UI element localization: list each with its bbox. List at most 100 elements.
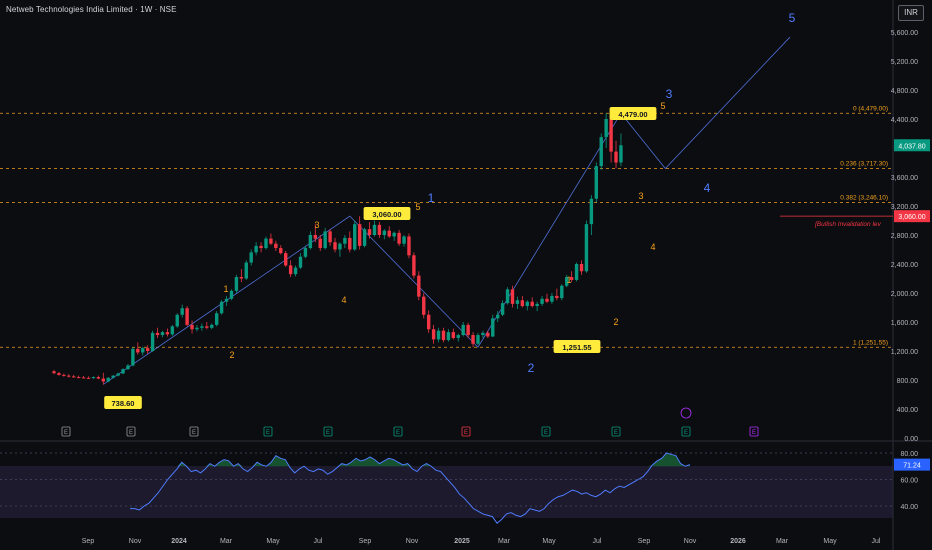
minor-wave-label: 4 xyxy=(341,295,346,305)
candle-body xyxy=(81,377,86,379)
candle-body xyxy=(293,267,298,275)
earnings-marker-label: E xyxy=(266,430,270,436)
candle-body xyxy=(303,248,308,257)
earnings-marker-label: E xyxy=(684,430,688,436)
price-callout-label: 1,251.55 xyxy=(562,343,591,352)
price-axis-tick: 5,600.00 xyxy=(891,30,918,37)
candle-body xyxy=(121,369,125,374)
candle-body xyxy=(555,295,559,299)
candle-body xyxy=(604,119,608,138)
candle-body xyxy=(67,375,71,377)
candle-body xyxy=(377,224,382,235)
candle-body xyxy=(560,285,564,299)
candle-body xyxy=(353,224,357,250)
candle-body xyxy=(224,298,229,302)
candle-body xyxy=(540,298,544,304)
candle-body xyxy=(550,295,554,302)
time-axis-tick: May xyxy=(542,538,556,545)
price-axis-tick: 0.00 xyxy=(904,436,918,443)
price-axis-tick: 2,400.00 xyxy=(891,262,918,269)
candle-body xyxy=(284,253,288,266)
minor-wave-label: 2 xyxy=(229,350,234,360)
candle-body xyxy=(535,303,539,307)
candle-body xyxy=(214,313,219,325)
minor-wave-label: 5 xyxy=(415,202,420,212)
price-callout xyxy=(609,107,657,120)
time-axis-tick: 2024 xyxy=(171,538,187,545)
earnings-marker-label: E xyxy=(326,430,330,436)
time-axis-tick: Jul xyxy=(872,538,881,545)
candle-body xyxy=(141,348,145,353)
candle-body xyxy=(96,377,101,379)
price-axis-tick: 4,800.00 xyxy=(891,88,918,95)
candle-body xyxy=(180,308,184,315)
price-axis-tick: 1,600.00 xyxy=(891,320,918,327)
candle-body xyxy=(111,375,115,378)
fib-level-label: 0.382 (3,246.10) xyxy=(840,195,888,202)
candle-body xyxy=(436,330,441,340)
candle-body xyxy=(402,236,406,244)
candle-body xyxy=(372,224,377,235)
candle-body xyxy=(313,235,317,239)
candle-body xyxy=(397,232,401,244)
time-axis-tick: Sep xyxy=(82,538,95,545)
earnings-marker xyxy=(189,426,199,437)
candle-body xyxy=(91,377,96,379)
candle-body xyxy=(185,308,189,325)
candle-body xyxy=(343,237,347,244)
earnings-marker xyxy=(393,426,403,437)
minor-wave-label: 3 xyxy=(638,191,643,201)
candle-body xyxy=(259,245,263,249)
candle-body xyxy=(569,277,574,280)
price-axis-tick: 800.00 xyxy=(897,378,919,385)
minor-wave-label: 5 xyxy=(660,101,665,111)
minor-wave-label: 4 xyxy=(650,242,655,252)
price-callout xyxy=(104,396,142,409)
time-axis-tick: Mar xyxy=(776,538,789,545)
candle-body xyxy=(210,324,214,328)
rsi-axis-tick: 80.00 xyxy=(900,451,918,458)
candle-body xyxy=(195,327,199,330)
candle-body xyxy=(249,252,253,263)
candle-body xyxy=(619,145,623,163)
rsi-line xyxy=(130,452,691,524)
candle-body xyxy=(412,255,416,276)
candle-body xyxy=(328,231,332,243)
time-axis-tick: Mar xyxy=(220,538,233,545)
candle-body xyxy=(62,374,66,376)
major-wave-label: 2 xyxy=(528,361,535,375)
price-callout-label: 3,060.00 xyxy=(372,210,401,219)
candle-body xyxy=(510,289,515,304)
candle-body xyxy=(456,335,460,338)
candle-body xyxy=(298,256,303,268)
candle-body xyxy=(101,378,105,382)
candle-body xyxy=(175,314,179,327)
candle-body xyxy=(491,318,495,337)
minor-wave-label: 2 xyxy=(613,317,618,327)
invalidation-label: [Bullish Invalidation lev xyxy=(814,221,882,228)
time-axis-tick: Jul xyxy=(593,538,602,545)
currency-selector[interactable]: INR xyxy=(898,5,924,21)
candle-body xyxy=(609,119,613,152)
candle-body xyxy=(584,224,589,272)
candle-body xyxy=(589,198,594,225)
time-axis-tick: Jul xyxy=(314,538,323,545)
fib-level-label: 0.236 (3,717.30) xyxy=(840,160,888,167)
candle-body xyxy=(52,371,56,374)
rsi-value-label: 71.24 xyxy=(903,463,921,470)
earnings-marker xyxy=(611,426,621,437)
candle-body xyxy=(426,314,431,330)
price-axis-tick: 3,200.00 xyxy=(891,204,918,211)
candle-body xyxy=(288,265,293,275)
candle-body xyxy=(500,303,505,315)
earnings-marker-label: E xyxy=(64,430,68,436)
candle-body xyxy=(76,377,81,379)
minor-wave-label: 1 xyxy=(566,275,571,285)
candle-body xyxy=(382,230,387,235)
candle-body xyxy=(599,137,603,167)
candle-body xyxy=(160,332,165,336)
candle-body xyxy=(579,264,584,272)
candle-body xyxy=(279,248,283,254)
price-tag xyxy=(894,139,930,152)
